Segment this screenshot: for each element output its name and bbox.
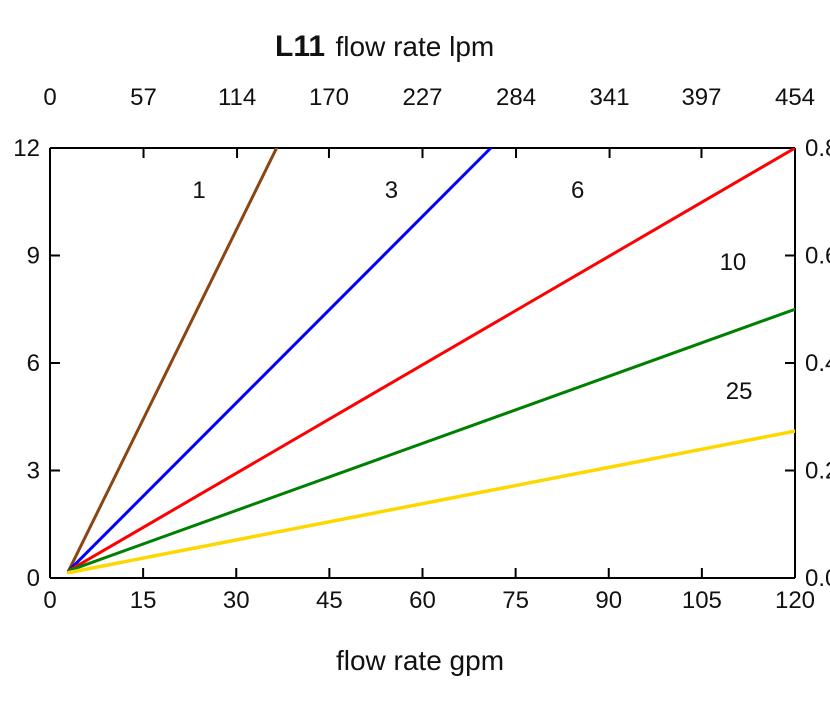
x-tick-label-bottom: 15 — [130, 587, 157, 614]
x-tick-label-bottom: 0 — [43, 587, 56, 614]
x-tick-label-top: 284 — [496, 84, 536, 111]
y-tick-label-left: 9 — [27, 243, 40, 270]
series-label-10: 10 — [720, 249, 747, 276]
series-line-25 — [69, 431, 795, 573]
y-tick-label-right: 0.8 — [805, 135, 830, 162]
title-prefix: L11 — [275, 30, 325, 63]
series-label-3: 3 — [385, 177, 398, 204]
x-tick-label-top: 454 — [775, 84, 815, 111]
y-tick-label-left: 12 — [13, 135, 40, 162]
chart-title: L11 flow rate lpm — [275, 30, 494, 64]
title-suffix: flow rate lpm — [336, 31, 495, 62]
x-tick-label-bottom: 30 — [223, 587, 250, 614]
x-tick-label-bottom: 45 — [316, 587, 343, 614]
x-axis-label-bottom: flow rate gpm — [336, 645, 504, 676]
x-tick-label-top: 57 — [130, 84, 157, 111]
flow-rate-chart: 0153045607590105120flow rate gpm05711417… — [0, 0, 830, 702]
y-tick-label-left: 0 — [27, 565, 40, 592]
y-tick-label-left: 6 — [27, 350, 40, 377]
series-label-25: 25 — [726, 378, 753, 405]
y-tick-label-right: 0.6 — [805, 243, 830, 270]
series-label-6: 6 — [571, 177, 584, 204]
series-line-3 — [69, 148, 491, 571]
x-tick-label-top: 227 — [402, 84, 442, 111]
chart-page: L11 flow rate lpm 0153045607590105120flo… — [0, 0, 830, 702]
x-tick-label-bottom: 60 — [409, 587, 436, 614]
x-tick-label-bottom: 75 — [502, 587, 529, 614]
x-tick-label-top: 397 — [681, 84, 721, 111]
x-tick-label-bottom: 90 — [595, 587, 622, 614]
y-tick-label-right: 0.4 — [805, 350, 830, 377]
x-tick-label-top: 114 — [218, 84, 256, 111]
series-label-1: 1 — [192, 177, 205, 204]
y-tick-label-right: 0.0 — [805, 565, 830, 592]
x-tick-label-top: 341 — [590, 84, 630, 111]
series-line-6 — [69, 148, 795, 571]
y-tick-label-right: 0.2 — [805, 458, 830, 485]
x-tick-label-bottom: 105 — [682, 587, 722, 614]
y-tick-label-left: 3 — [27, 458, 40, 485]
x-tick-label-top: 170 — [309, 84, 349, 111]
x-tick-label-top: 0 — [43, 84, 56, 111]
